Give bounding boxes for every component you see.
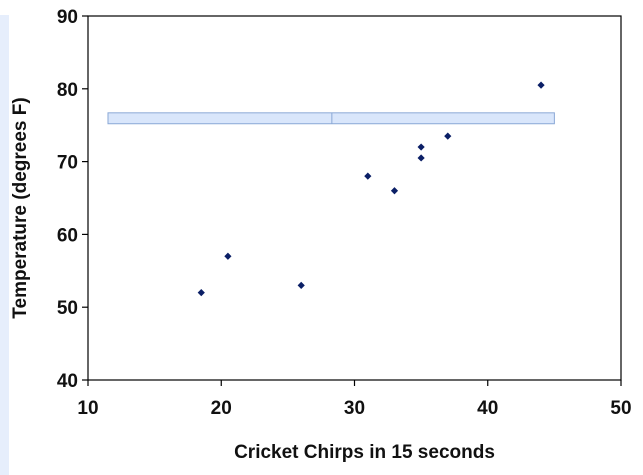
data-point <box>537 81 545 89</box>
x-tick-label: 50 <box>610 398 631 419</box>
y-tick-label: 70 <box>57 153 78 174</box>
highlight-band-rect <box>107 112 555 125</box>
plot-frame <box>87 15 622 381</box>
y-tick-label: 90 <box>57 7 78 28</box>
x-tick-label: 30 <box>344 398 365 419</box>
data-point <box>364 172 372 180</box>
y-tick-label: 80 <box>57 80 78 101</box>
y-tick-label: 60 <box>57 225 78 246</box>
y-axis-ticks: 40 50 60 70 80 90 <box>57 7 88 392</box>
x-axis-ticks: 10 20 30 40 50 <box>77 380 632 419</box>
y-tick-label: 50 <box>57 298 78 319</box>
x-axis-title: Cricket Chirps in 15 seconds <box>234 442 495 463</box>
data-point <box>224 252 232 260</box>
data-points <box>197 81 545 297</box>
left-decorative-strip <box>0 15 9 475</box>
x-tick-label: 40 <box>477 398 498 419</box>
x-tick-label: 20 <box>211 398 232 419</box>
data-point <box>417 154 425 162</box>
data-point <box>417 143 425 151</box>
y-axis-title: Temperature (degrees F) <box>10 97 31 318</box>
data-point <box>297 281 305 289</box>
data-point <box>444 132 452 140</box>
y-tick-label: 40 <box>57 371 78 392</box>
axes <box>87 15 622 381</box>
highlight-band <box>107 112 555 125</box>
x-tick-label: 10 <box>77 398 98 419</box>
data-point <box>390 187 399 195</box>
data-point <box>197 289 205 297</box>
